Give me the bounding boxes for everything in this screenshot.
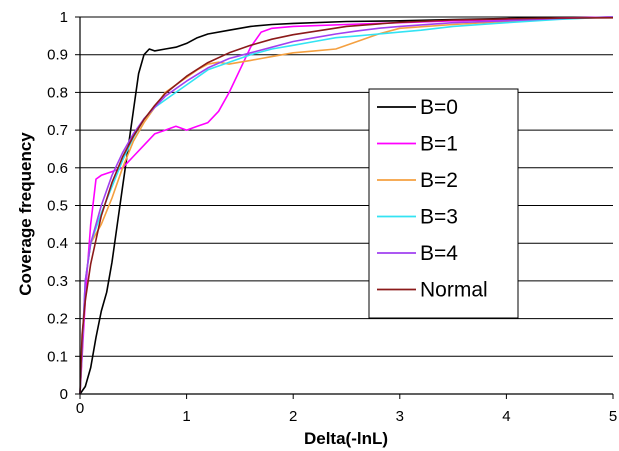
y-tick-label: 0.4 [47, 235, 68, 252]
axes [75, 16, 614, 399]
legend-label: B=4 [420, 242, 458, 265]
grid-lines [80, 16, 613, 395]
y-tick-label: 0.7 [47, 122, 68, 139]
y-tick-label: 1 [60, 9, 68, 26]
legend-label: Normal [420, 279, 488, 302]
x-tick-label: 2 [289, 408, 297, 425]
x-tick-label: 0 [76, 400, 84, 417]
x-tick-label: 3 [396, 408, 404, 425]
legend-label: B=3 [420, 206, 458, 229]
series-line-b-1 [79, 16, 614, 395]
y-tick-label: 0.2 [47, 311, 68, 328]
y-axis-title: Coverage frequency [16, 132, 35, 296]
series-line-b-4 [79, 16, 614, 395]
x-tick-label: 4 [502, 408, 510, 425]
y-tick-labels: 0 0.1 0.2 0.3 0.4 0.5 0.6 0.7 0.8 0.9 1 [47, 9, 68, 403]
series-lines [79, 16, 614, 395]
x-tick-label: 1 [182, 408, 190, 425]
series-line-normal [79, 17, 614, 395]
legend-label: B=0 [420, 96, 458, 119]
x-axis-title: Delta(-lnL) [304, 429, 388, 448]
y-tick-label: 0.6 [47, 160, 68, 177]
y-tick-label: 0.1 [47, 348, 68, 365]
series-line-b-3 [79, 16, 614, 395]
series-line-b-0 [79, 16, 614, 395]
y-tick-label: 0.5 [47, 198, 68, 215]
y-tick-label: 0.8 [47, 84, 68, 101]
y-tick-label: 0.3 [47, 273, 68, 290]
y-tick-label: 0 [60, 386, 68, 403]
legend-label: B=1 [420, 133, 458, 156]
legend-label: B=2 [420, 169, 458, 192]
y-tick-label: 0.9 [47, 47, 68, 64]
legend-box [368, 88, 519, 319]
x-tick-label: 5 [609, 408, 617, 425]
legend: B=0 B=1 B=2 B=3 B=4 Normal [368, 88, 519, 319]
x-tick-labels: 0 1 2 3 4 5 [76, 400, 617, 425]
